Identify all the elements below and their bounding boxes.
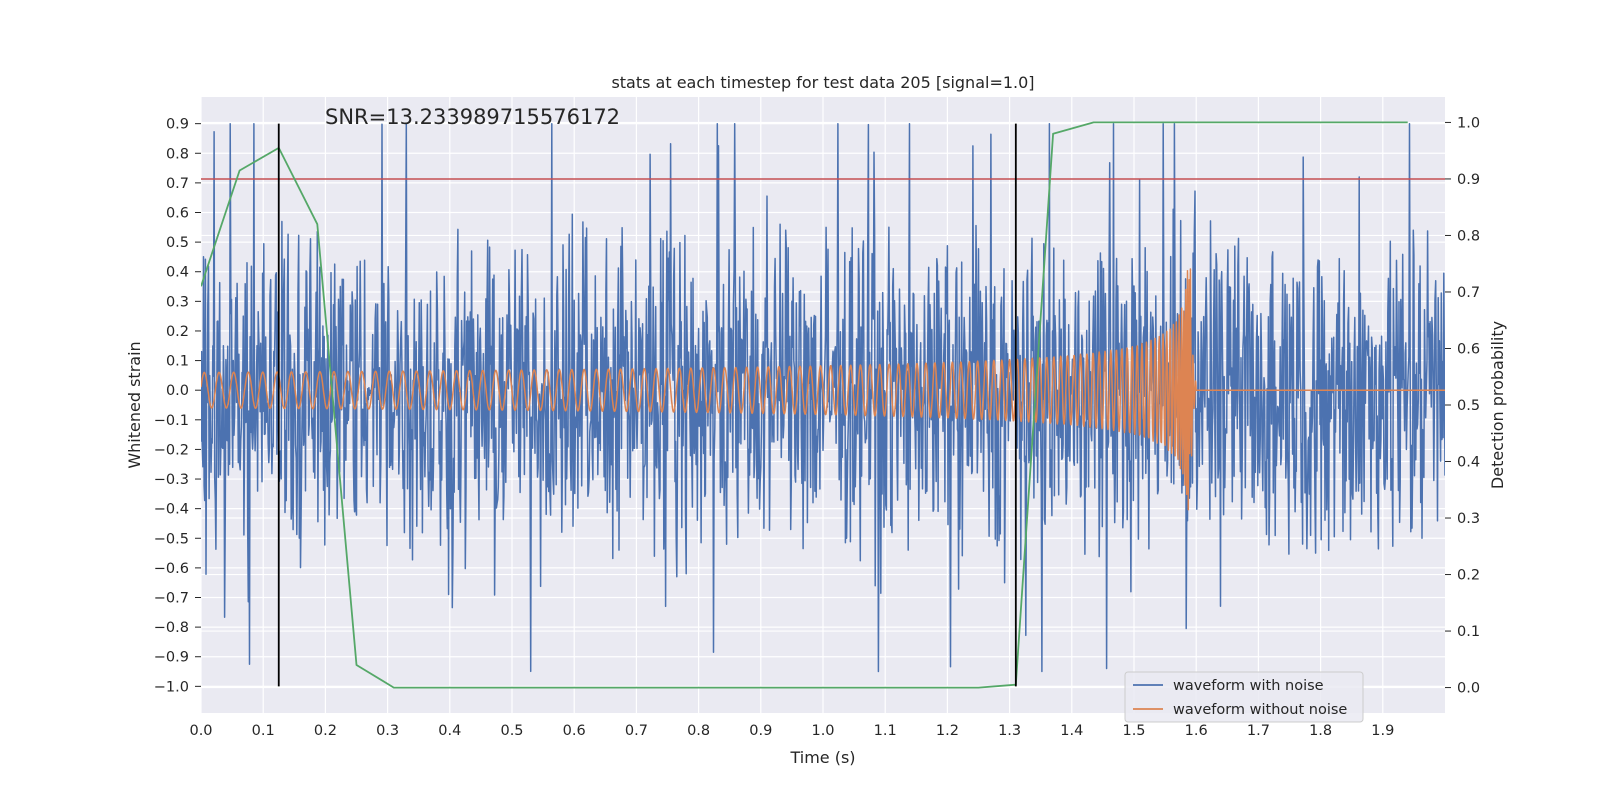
x-tick-label: 0.0 bbox=[189, 723, 212, 739]
legend-label-noise: waveform with noise bbox=[1173, 678, 1324, 694]
y-left-tick-label: −0.2 bbox=[154, 442, 189, 458]
y-left-tick-label: 0.7 bbox=[166, 176, 189, 192]
y-right-tick-label: 0.6 bbox=[1457, 341, 1480, 357]
y-left-tick-label: 0.6 bbox=[166, 206, 189, 222]
x-tick-label: 0.4 bbox=[438, 723, 461, 739]
y-right-tick-label: 0.0 bbox=[1457, 681, 1480, 697]
y-right-tick-label: 1.0 bbox=[1457, 115, 1480, 131]
x-tick-label: 1.1 bbox=[874, 723, 897, 739]
y-left-tick-label: −1.0 bbox=[154, 679, 189, 695]
y-left-tick-label: −0.6 bbox=[154, 561, 189, 577]
y-left-tick-label: −0.5 bbox=[154, 531, 189, 547]
series-waveform-with-noise bbox=[201, 122, 1445, 673]
y-left-tick-label: −0.4 bbox=[154, 502, 189, 518]
x-tick-label: 0.1 bbox=[252, 723, 275, 739]
y-left-tick-label: 0.5 bbox=[166, 235, 189, 251]
x-tick-label: 0.9 bbox=[749, 723, 772, 739]
y-left-tick-label: 0.0 bbox=[166, 383, 189, 399]
x-tick-label: 1.7 bbox=[1247, 723, 1270, 739]
y-left-tick-label: −0.8 bbox=[154, 620, 189, 636]
snr-annotation: SNR=13.233989715576172 bbox=[325, 105, 620, 129]
y-left-tick-label: −0.7 bbox=[154, 591, 189, 607]
x-axis-label: Time (s) bbox=[789, 748, 855, 767]
y-left-tick-label: 0.3 bbox=[166, 294, 189, 310]
y-left-tick-label: 0.2 bbox=[166, 324, 189, 340]
x-tick-label: 1.0 bbox=[811, 723, 834, 739]
x-tick-label: 1.2 bbox=[936, 723, 959, 739]
y-right-tick-label: 0.7 bbox=[1457, 285, 1480, 301]
vlines bbox=[277, 123, 1017, 687]
y-right-tick-labels: 1.0 0.9 0.8 0.7 0.6 0.5 0.4 0.3 0.2 0.1 0.0 bbox=[1445, 115, 1480, 697]
y-right-tick-label: 0.9 bbox=[1457, 172, 1480, 188]
y-left-tick-label: 0.4 bbox=[166, 265, 189, 281]
legend-box bbox=[1124, 671, 1364, 723]
y-right-tick-label: 0.4 bbox=[1457, 455, 1480, 471]
y-right-tick-label: 0.5 bbox=[1457, 398, 1480, 414]
y-right-tick-label: 0.3 bbox=[1457, 511, 1480, 527]
x-tick-label: 0.6 bbox=[563, 723, 586, 739]
y-left-tick-label: 0.1 bbox=[166, 354, 189, 370]
y-axis-label-left: Whitened strain bbox=[125, 341, 144, 468]
y-left-tick-label: −0.9 bbox=[154, 650, 189, 666]
x-tick-labels: 0.0 0.1 0.2 0.3 0.4 0.5 0.6 0.7 0.8 0.9 1.0 1.1 1.2 1… bbox=[189, 723, 1394, 739]
x-tick-label: 1.5 bbox=[1122, 723, 1145, 739]
y-left-tick-labels: 0.9 0.8 0.7 0.6 0.5 0.4 0.3 0.2 0.1 0.0 −0.1 −0.2 −0… bbox=[154, 117, 201, 695]
x-tick-label: 0.3 bbox=[376, 723, 399, 739]
y-right-tick-label: 0.1 bbox=[1457, 624, 1480, 640]
legend-label-clean: waveform without noise bbox=[1173, 702, 1347, 718]
y-left-tick-label: −0.3 bbox=[154, 472, 189, 488]
x-tick-label: 1.4 bbox=[1060, 723, 1083, 739]
y-right-tick-label: 0.2 bbox=[1457, 568, 1480, 584]
x-tick-label: 1.3 bbox=[998, 723, 1021, 739]
chart-title: stats at each timestep for test data 205… bbox=[611, 73, 1034, 92]
x-tick-label: 0.5 bbox=[500, 723, 523, 739]
y-left-tick-label: 0.9 bbox=[166, 117, 189, 133]
x-tick-label: 1.8 bbox=[1309, 723, 1332, 739]
x-tick-label: 1.6 bbox=[1185, 723, 1208, 739]
x-tick-label: 0.2 bbox=[314, 723, 337, 739]
y-left-tick-label: −0.1 bbox=[154, 413, 189, 429]
x-tick-label: 0.7 bbox=[625, 723, 648, 739]
y-axis-label-right: Detection probability bbox=[1488, 321, 1507, 489]
legend: waveform with noise waveform without noi… bbox=[1124, 671, 1364, 723]
series-waveform-without-noise bbox=[201, 268, 1445, 511]
y-right-tick-label: 0.8 bbox=[1457, 228, 1480, 244]
series-detection-probability bbox=[201, 121, 1408, 689]
y-left-tick-label: 0.8 bbox=[166, 146, 189, 162]
x-tick-label: 1.9 bbox=[1371, 723, 1394, 739]
x-tick-label: 0.8 bbox=[687, 723, 710, 739]
